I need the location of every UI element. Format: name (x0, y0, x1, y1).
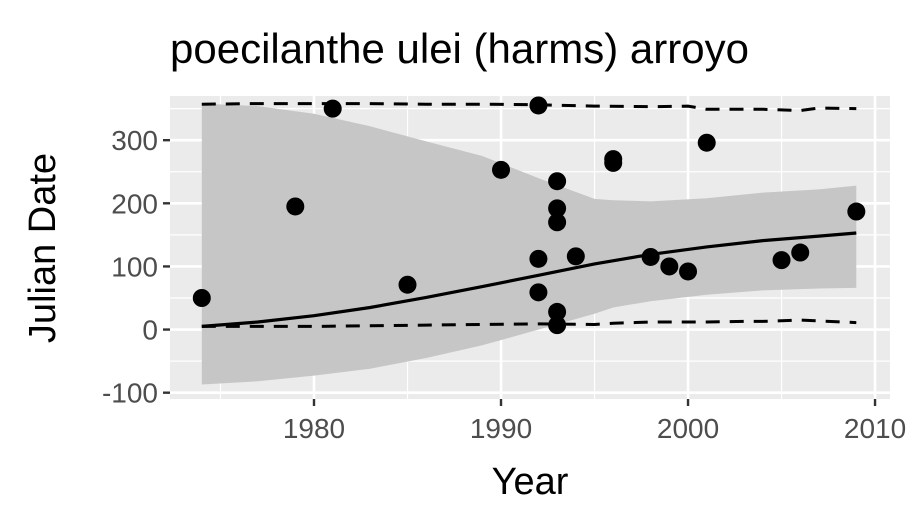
x-axis-title: Year (492, 461, 569, 503)
y-axis-title: Julian Date (22, 153, 64, 343)
data-point (697, 133, 716, 152)
fit-line (201, 231, 857, 328)
data-point (548, 213, 567, 232)
y-tick-label: 0 (142, 315, 158, 346)
data-point (641, 247, 660, 266)
confidence-band-layer (201, 103, 857, 385)
lower-bound-dashed-line (201, 318, 857, 328)
data-point (192, 289, 211, 307)
data-point (548, 316, 567, 335)
data-point (566, 247, 585, 266)
x-tick-label: 1990 (470, 413, 532, 444)
y-tick-labels: -100 0 100 200 300 (102, 125, 158, 409)
data-point (323, 99, 342, 118)
x-tick-labels: 1980 1990 2000 2010 (283, 413, 906, 444)
data-point (529, 283, 548, 302)
data-point (398, 275, 417, 294)
x-tick-label: 1980 (283, 413, 345, 444)
x-tick-label: 2000 (657, 413, 719, 444)
y-tick-label: 200 (111, 188, 158, 219)
data-point (529, 96, 548, 115)
data-point (679, 262, 698, 281)
data-point (847, 202, 866, 221)
y-tick-label: 100 (111, 251, 158, 282)
data-point (772, 251, 791, 270)
data-point (548, 172, 567, 191)
y-tick-label: 300 (111, 125, 158, 156)
confidence-band (201, 103, 857, 385)
data-point (286, 197, 305, 216)
data-point (791, 243, 810, 262)
x-tick-label: 2010 (844, 413, 906, 444)
axis-ticks (163, 138, 877, 406)
data-point (529, 249, 548, 268)
chart-title: poecilanthe ulei (harms) arroyo (170, 25, 749, 72)
points-layer (192, 96, 866, 335)
data-point (548, 302, 567, 321)
y-tick-label: -100 (102, 378, 158, 409)
data-point (548, 199, 567, 218)
data-point (492, 160, 511, 179)
data-point (604, 153, 623, 172)
data-point (660, 257, 679, 276)
